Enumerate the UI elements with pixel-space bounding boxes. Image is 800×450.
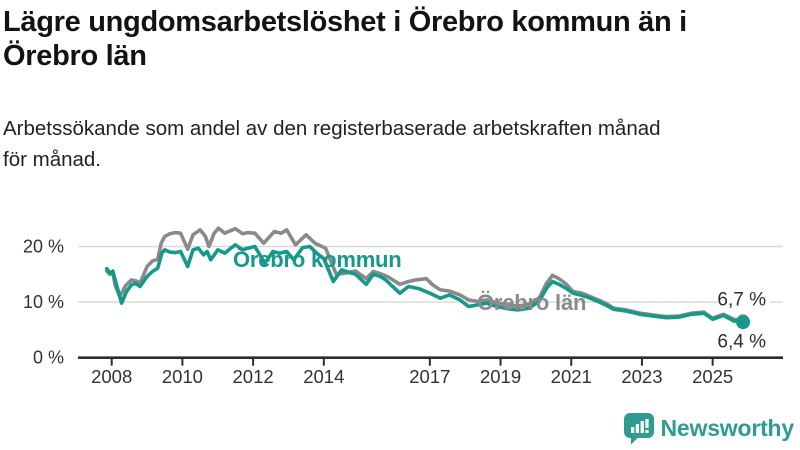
x-axis-tick-label: 2010 bbox=[162, 366, 203, 387]
x-axis-tick-label: 2008 bbox=[91, 366, 132, 387]
x-axis-tick-label: 2014 bbox=[303, 366, 344, 387]
newsworthy-brand: Newsworthy bbox=[623, 412, 794, 445]
y-axis-tick-label: 20 % bbox=[23, 237, 64, 257]
series-label: Örebro län bbox=[477, 290, 586, 315]
logo-bar-1 bbox=[630, 427, 634, 433]
end-value-label: 6,7 % bbox=[717, 290, 766, 311]
y-axis-tick-label: 0 % bbox=[33, 348, 64, 368]
page-title: Lägre ungdomsarbetslöshet i Örebro kommu… bbox=[3, 6, 687, 72]
y-axis-tick-label: 10 % bbox=[23, 292, 64, 312]
logo-exclamation-bar bbox=[644, 419, 649, 428]
x-axis-tick-label: 2012 bbox=[233, 366, 274, 387]
x-axis-tick-label: 2019 bbox=[480, 366, 521, 387]
x-axis-tick-label: 2021 bbox=[551, 366, 592, 387]
bar-chart-speech-bubble-icon bbox=[623, 413, 654, 445]
series-line-kommun bbox=[105, 243, 745, 324]
logo-exclamation-dot bbox=[644, 430, 649, 433]
logo-bar-2 bbox=[635, 424, 639, 433]
series-line-lan bbox=[105, 226, 745, 323]
x-axis-tick-label: 2023 bbox=[621, 366, 662, 387]
chart-subtitle: Arbetssökande som andel av den registerb… bbox=[3, 117, 661, 171]
logo-bar-3 bbox=[640, 421, 644, 433]
end-value-label: 6,4 % bbox=[717, 332, 766, 353]
x-axis-tick-label: 2017 bbox=[409, 366, 450, 387]
series-end-dot bbox=[736, 315, 751, 330]
series-label: Örebro kommun bbox=[233, 247, 402, 272]
label-backdrop bbox=[718, 290, 770, 309]
x-axis-tick-label: 2025 bbox=[692, 366, 733, 387]
brand-name: Newsworthy bbox=[660, 415, 795, 441]
